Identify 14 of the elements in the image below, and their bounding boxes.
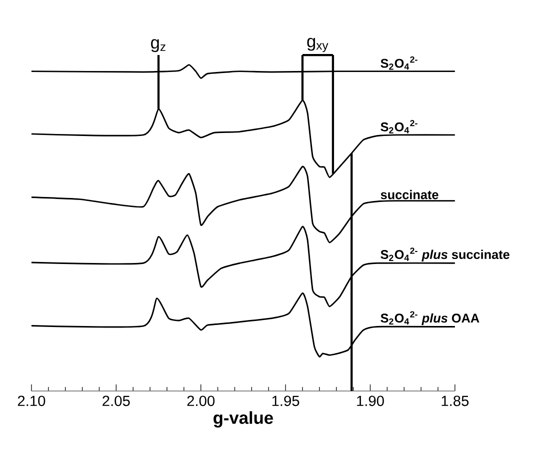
series-label: S$_{2}$O$_{4}$2- [380,120,418,134]
series-label: S$_{2}$O$_{4}$$^{2-}$ plus OAA [380,311,480,326]
series-label: succinate [380,190,438,200]
series-label: S$_{2}$O$_{4}$$^{2-}$ plus succinate [380,248,510,262]
x-tick-label: 2.10 [18,396,46,406]
x-tick-label: 1.95 [272,396,300,406]
x-axis-title: g-value [214,411,273,428]
x-tick-label: 1.90 [357,396,384,406]
x-tick-label: 2.00 [187,396,215,406]
x-tick-label: 2.05 [102,396,130,406]
annotation: g$_{xy}$ [307,38,328,52]
annotation: g$_{z}$ [151,39,166,52]
x-tick-label: 1.85 [442,396,469,406]
series-label: S$_{2}$O$_{4}$2- [380,56,418,70]
